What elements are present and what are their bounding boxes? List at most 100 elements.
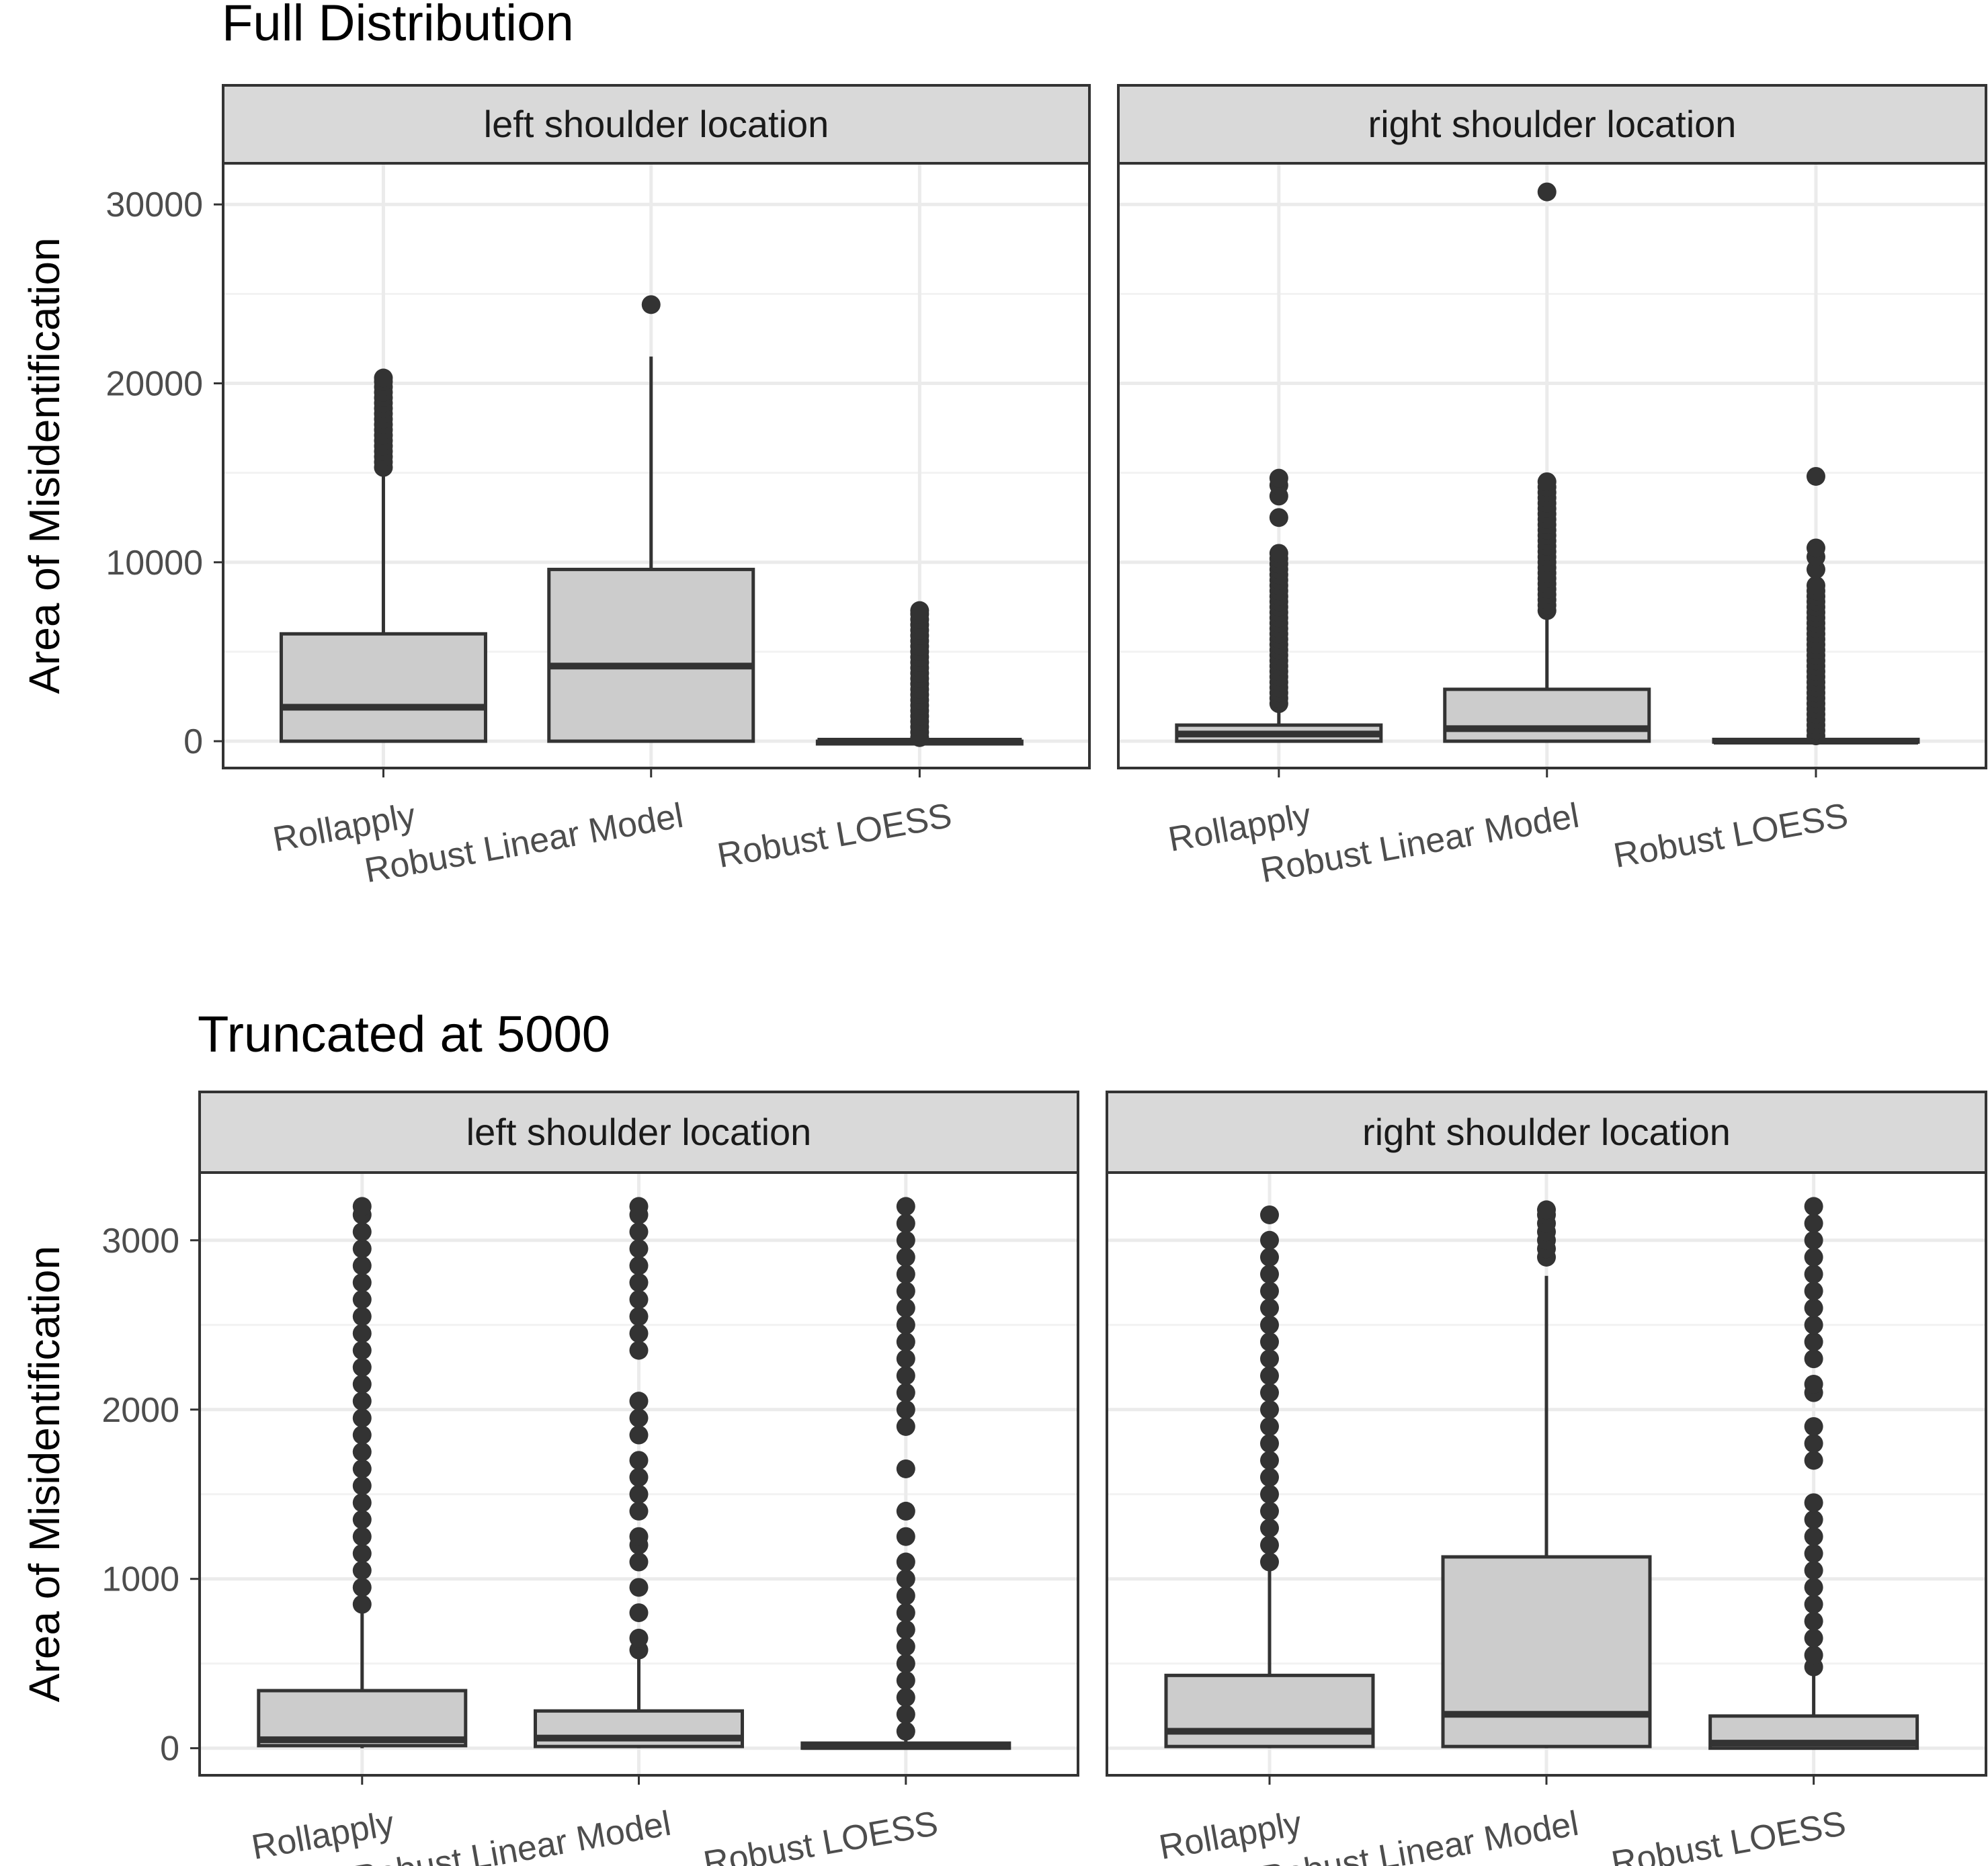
outlier-point (1806, 466, 1825, 486)
outlier-point (629, 1392, 649, 1411)
outlier-point (1804, 1315, 1823, 1334)
outlier-point (629, 1603, 649, 1623)
box-robust-loess (1712, 466, 1920, 746)
outlier-point (1259, 1366, 1279, 1386)
outlier-point (896, 1265, 915, 1284)
facet-strip (1117, 84, 1987, 165)
outlier-point (1804, 1214, 1823, 1233)
outlier-point (352, 1239, 372, 1259)
outlier-point (896, 1230, 915, 1250)
outlier-point (1259, 1230, 1279, 1250)
outlier-point (629, 1468, 649, 1487)
outlier-point (1804, 1332, 1823, 1351)
outlier-point (352, 1476, 372, 1496)
panel-background (1118, 163, 1986, 768)
outlier-point (352, 1442, 372, 1461)
outlier-point (352, 1493, 372, 1513)
chart-1: Full Distribution Area of Misidentificati… (20, 0, 1987, 890)
outlier-point (896, 1670, 915, 1690)
outlier-point (374, 368, 393, 388)
outlier-point (1804, 1611, 1823, 1631)
outlier-point (1804, 1416, 1823, 1436)
outlier-point (1259, 1247, 1279, 1267)
outlier-point (629, 1484, 649, 1504)
outlier-point (1259, 1468, 1279, 1487)
outlier-point (1269, 508, 1288, 527)
y-tick-label: 10000 (106, 544, 203, 583)
outlier-point (1259, 1298, 1279, 1318)
box-body (547, 567, 755, 743)
outlier-point (629, 1307, 649, 1326)
outlier-point (1804, 1230, 1823, 1250)
outlier-point (1259, 1265, 1279, 1284)
outlier-point (1259, 1501, 1279, 1521)
outlier-point (896, 1281, 915, 1301)
outlier-point (896, 1688, 915, 1707)
outlier-point (1259, 1383, 1279, 1402)
y-tick-label: 2000 (101, 1391, 179, 1430)
box-rollapply (257, 1197, 468, 1748)
outlier-point (896, 1620, 915, 1640)
outlier-point (352, 1222, 372, 1242)
outlier-point (1259, 1416, 1279, 1436)
outlier-point (352, 1307, 372, 1326)
y-tick-label: 3000 (101, 1222, 179, 1261)
outlier-point (896, 1705, 915, 1724)
outlier-point (629, 1324, 649, 1343)
outlier-point (352, 1374, 372, 1394)
chart-title: Full Distribution (222, 0, 574, 52)
outlier-point (1804, 1247, 1823, 1267)
outlier-point (1259, 1400, 1279, 1419)
outlier-point (896, 1400, 915, 1419)
box-rollapply (279, 368, 487, 743)
outlier-point (629, 1552, 649, 1572)
outlier-point (896, 1349, 915, 1369)
outlier-point (352, 1459, 372, 1478)
outlier-point (1259, 1281, 1279, 1301)
box-robust-linear-model (1443, 182, 1651, 743)
y-tick-label: 20000 (106, 365, 203, 404)
outlier-point (1804, 1578, 1823, 1597)
outlier-point (1259, 1552, 1279, 1572)
box-body (1164, 1673, 1375, 1748)
outlier-point (1804, 1646, 1823, 1665)
outlier-point (352, 1578, 372, 1597)
outlier-point (352, 1543, 372, 1563)
facet-strip-label: right shoulder location (1368, 103, 1737, 145)
outlier-point (352, 1561, 372, 1580)
outlier-point (352, 1324, 372, 1343)
box-body (279, 632, 487, 743)
box-robust-loess (800, 1197, 1011, 1750)
y-tick-label: 0 (160, 1730, 179, 1769)
outlier-point (1804, 1451, 1823, 1470)
outlier-point (1804, 1561, 1823, 1580)
outlier-point (1259, 1434, 1279, 1453)
outlier-point (1806, 538, 1825, 558)
chart-title: Truncated at 5000 (198, 1006, 610, 1063)
facet-strip (222, 84, 1091, 165)
box-robust-loess (815, 601, 1024, 747)
outlier-point (1259, 1484, 1279, 1504)
outlier-point (1269, 544, 1288, 563)
outlier-point (352, 1357, 372, 1377)
outlier-point (1804, 1628, 1823, 1648)
outlier-point (896, 1332, 915, 1351)
facet-strip (198, 1091, 1079, 1174)
outlier-point (1259, 1332, 1279, 1351)
outlier-point (641, 295, 661, 314)
x-tick-label: Robust Linear Model (349, 1804, 674, 1866)
facet-strip-label: left shoulder location (466, 1111, 812, 1153)
x-tick-label: Robust LOESS (714, 796, 954, 876)
outlier-point (896, 1501, 915, 1521)
box-rollapply (1175, 468, 1383, 743)
outlier-point (352, 1408, 372, 1428)
outlier-point (896, 1527, 915, 1546)
outlier-point (629, 1628, 649, 1648)
outlier-point (352, 1392, 372, 1411)
outlier-point (896, 1197, 915, 1216)
chart-2: Truncated at 5000 Area of Misidentificati… (20, 1006, 1987, 1866)
outlier-point (896, 1552, 915, 1572)
outlier-point (1804, 1374, 1823, 1394)
